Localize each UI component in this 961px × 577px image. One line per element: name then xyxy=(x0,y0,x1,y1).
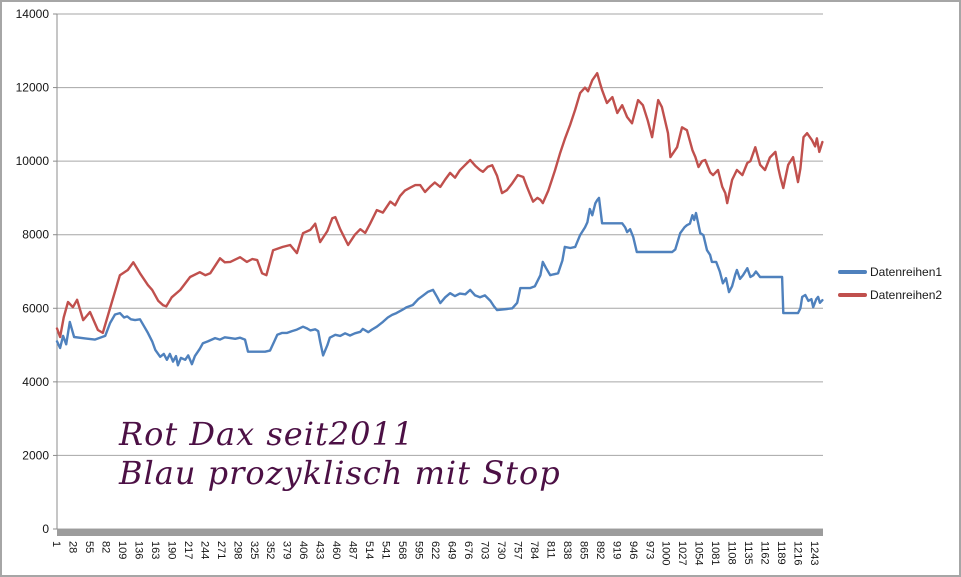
x-axis-label: 568 xyxy=(396,541,408,559)
x-axis-label: 892 xyxy=(594,541,606,559)
x-axis-label: 109 xyxy=(116,541,128,559)
y-axis-label: 2000 xyxy=(22,448,49,462)
x-axis-label: 1162 xyxy=(759,541,771,565)
x-axis-label: 1000 xyxy=(660,541,672,565)
x-axis-label: 919 xyxy=(610,541,622,559)
x-axis-label: 298 xyxy=(231,541,243,559)
x-axis-label: 1135 xyxy=(742,541,754,565)
x-axis-label: 244 xyxy=(198,541,210,559)
x-axis-label: 730 xyxy=(495,541,507,559)
x-axis-label: 28 xyxy=(66,541,78,553)
x-axis-label: 703 xyxy=(478,541,490,559)
x-axis-label: 784 xyxy=(528,541,540,559)
x-axis-label: 433 xyxy=(314,541,326,559)
y-axis-label: 8000 xyxy=(22,228,49,242)
x-axis-label: 1054 xyxy=(693,541,705,565)
legend-label: Datenreihen2 xyxy=(870,288,943,302)
x-axis-label: 379 xyxy=(281,541,293,559)
x-axis-bar xyxy=(57,529,823,536)
x-axis-label: 460 xyxy=(330,541,342,559)
x-axis-label: 271 xyxy=(215,541,227,559)
legend: Datenreihen1 Datenreihen2 xyxy=(838,265,959,302)
x-axis-label: 838 xyxy=(561,541,573,559)
x-axis-label: 1027 xyxy=(676,541,688,565)
x-axis-label: 595 xyxy=(413,541,425,559)
annotation-textbox[interactable]: Rot Dax seit2011 Blau prozyklisch mit St… xyxy=(119,415,561,493)
y-axis-label: 12000 xyxy=(16,81,50,95)
x-axis-label: 946 xyxy=(627,541,639,559)
x-axis-label: 1243 xyxy=(808,541,820,565)
y-axis-label: 4000 xyxy=(22,375,49,389)
x-axis-label: 487 xyxy=(347,541,359,559)
annotation-line-2: Blau prozyklisch mit Stop xyxy=(119,454,561,492)
x-axis-label: 217 xyxy=(182,541,194,559)
x-axis-label: 163 xyxy=(149,541,161,559)
x-axis-label: 1081 xyxy=(709,541,721,565)
x-axis-label: 325 xyxy=(248,541,260,559)
legend-item-Datenreihen1[interactable]: Datenreihen1 xyxy=(838,265,959,279)
y-axis-label: 6000 xyxy=(22,301,49,315)
x-axis-label: 1216 xyxy=(792,541,804,565)
x-axis-label: 82 xyxy=(99,541,111,553)
x-axis-label: 865 xyxy=(577,541,589,559)
x-axis-label: 622 xyxy=(429,541,441,559)
x-axis-label: 406 xyxy=(297,541,309,559)
y-axis-label: 10000 xyxy=(16,154,50,168)
annotation-line-1: Rot Dax seit2011 xyxy=(119,415,415,453)
legend-line-swatch xyxy=(838,270,867,274)
x-axis-label: 352 xyxy=(264,541,276,559)
series-line-Datenreihen1[interactable] xyxy=(55,196,824,367)
legend-label: Datenreihen1 xyxy=(870,265,943,279)
x-axis-label: 757 xyxy=(511,541,523,559)
x-axis-label: 973 xyxy=(643,541,655,559)
x-axis-label: 1189 xyxy=(775,541,787,565)
x-axis-label: 190 xyxy=(165,541,177,559)
series-line-Datenreihen2[interactable] xyxy=(55,71,824,339)
x-axis-label: 55 xyxy=(83,541,95,553)
y-axis-label: 0 xyxy=(42,522,49,536)
x-axis-label: 811 xyxy=(544,541,556,559)
legend-line-swatch xyxy=(838,293,867,297)
x-axis-label: 514 xyxy=(363,541,375,559)
x-axis-label: 1 xyxy=(50,541,62,547)
x-axis-label: 676 xyxy=(462,541,474,559)
legend-item-Datenreihen2[interactable]: Datenreihen2 xyxy=(838,288,959,302)
x-axis-label: 649 xyxy=(446,541,458,559)
x-axis-label: 541 xyxy=(380,541,392,559)
x-axis-label: 136 xyxy=(132,541,144,559)
y-axis-label: 14000 xyxy=(16,7,50,21)
x-axis-label: 1108 xyxy=(726,541,738,565)
